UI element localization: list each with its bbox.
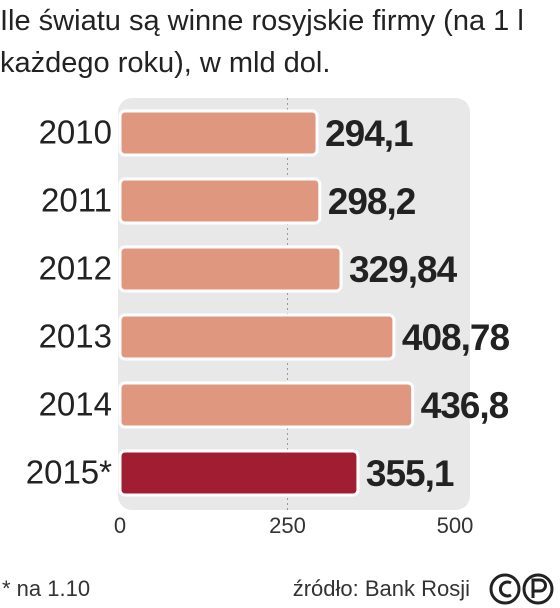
bar bbox=[118, 245, 343, 293]
x-tick-label: 0 bbox=[114, 513, 126, 538]
plot-background bbox=[118, 98, 470, 510]
bar bbox=[118, 449, 360, 497]
data-label: 294,1 bbox=[325, 113, 413, 154]
license-icon bbox=[489, 573, 554, 605]
y-tick-label: 2014 bbox=[39, 386, 112, 423]
y-tick-label: 2011 bbox=[41, 182, 112, 219]
footnote: * na 1.10 bbox=[2, 576, 90, 601]
data-label: 298,2 bbox=[328, 181, 416, 222]
x-tick-label: 500 bbox=[437, 513, 474, 538]
data-label: 408,78 bbox=[402, 317, 510, 358]
y-tick-label: 2012 bbox=[39, 250, 112, 287]
data-label: 355,1 bbox=[366, 453, 454, 494]
y-tick-label: 2013 bbox=[39, 318, 112, 355]
bar bbox=[118, 177, 322, 225]
y-tick-label: 2010 bbox=[39, 114, 112, 151]
source: źródło: Bank Rosji bbox=[293, 576, 470, 601]
chart-title: Ile światu są winne rosyjskie firmy (na … bbox=[0, 5, 524, 79]
bar bbox=[118, 313, 396, 361]
data-label: 329,84 bbox=[349, 249, 458, 290]
x-tick-label: 250 bbox=[269, 513, 306, 538]
data-label: 436,8 bbox=[421, 385, 509, 426]
bar bbox=[118, 381, 415, 429]
y-tick-label: 2015* bbox=[26, 454, 112, 491]
bar bbox=[118, 109, 319, 157]
